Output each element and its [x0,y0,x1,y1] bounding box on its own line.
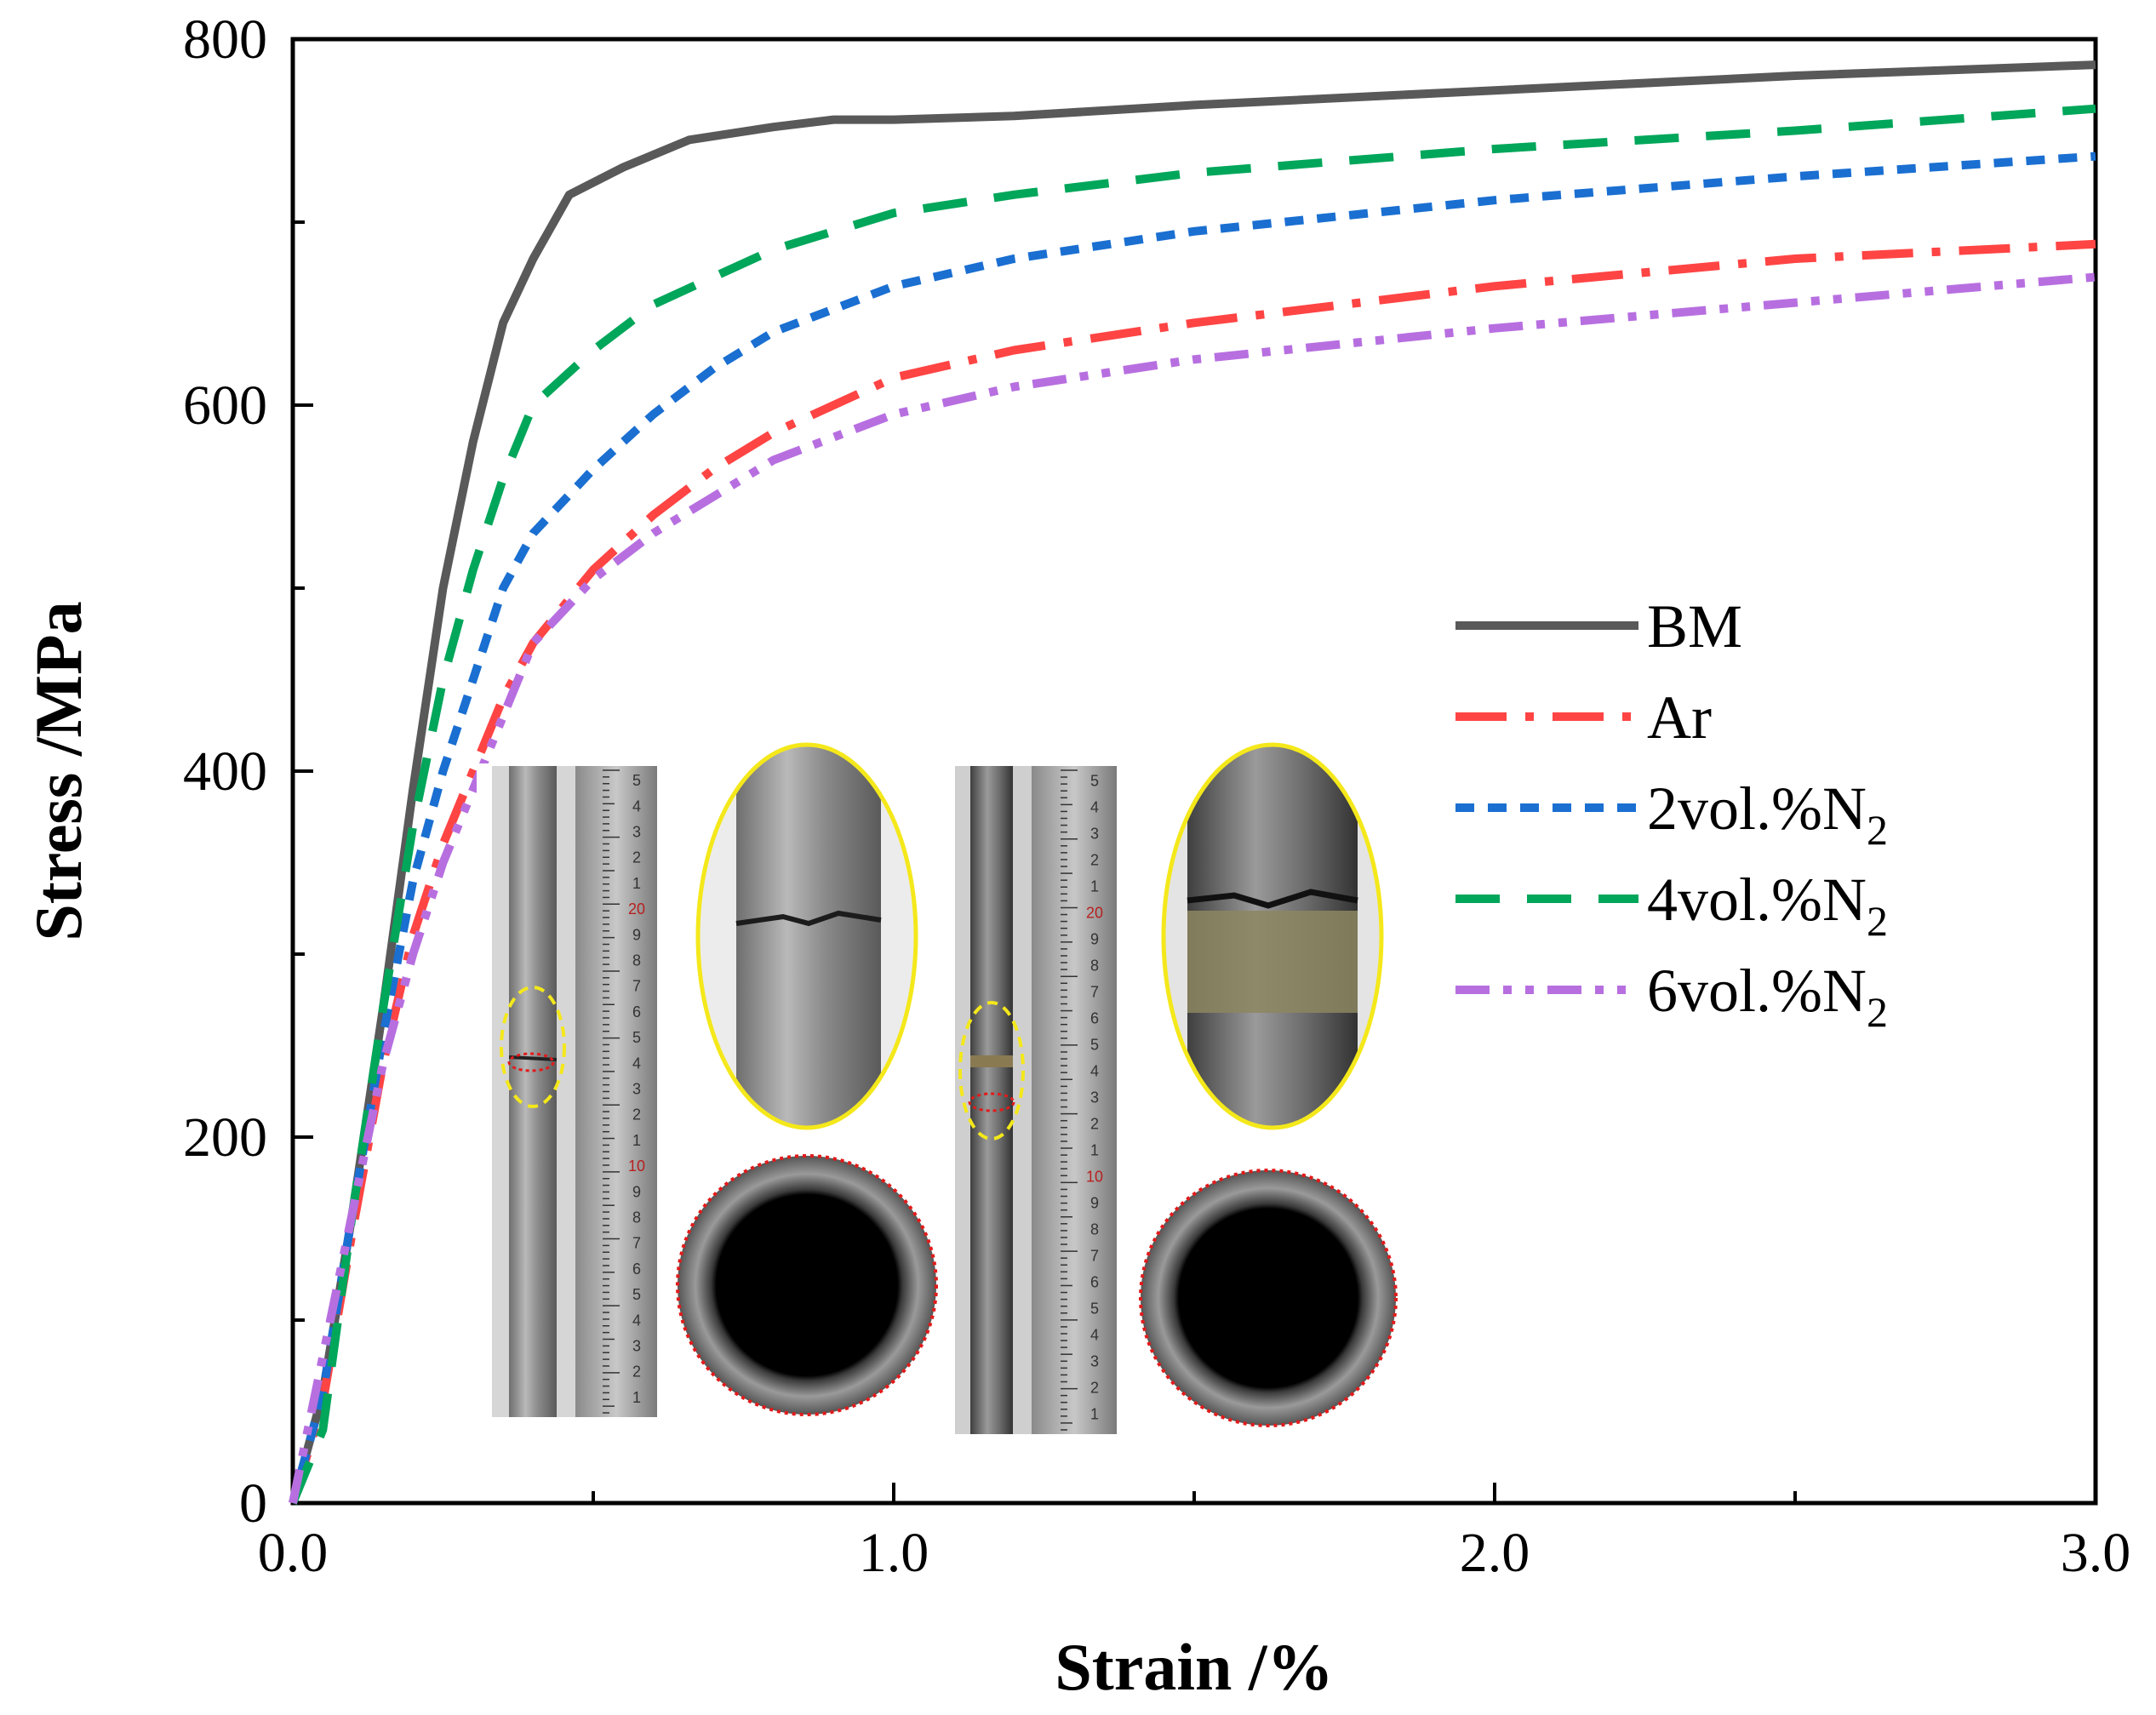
ruler-number: 1 [1090,878,1099,895]
ruler-number: 1 [1090,1406,1099,1423]
y-tick-label: 400 [183,740,267,803]
ruler-number: 6 [1090,1274,1099,1291]
ruler-number: 1 [632,1389,641,1406]
fractured-tube-specimen-1 [492,766,577,1417]
ruler-number: 6 [632,1003,641,1020]
ruler-number: 5 [1090,1037,1099,1054]
y-tick-label: 600 [183,374,267,437]
ruler-number: 3 [632,1338,641,1355]
ruler-number: 9 [1090,931,1099,948]
x-tick-label: 2.0 [1460,1522,1530,1584]
ruler-number: 1 [632,1132,641,1149]
legend-label-2: 2vol.%N2 [1647,775,1888,854]
legend-label-0: BM [1647,592,1742,660]
ruler-number: 20 [628,900,645,918]
series-line-3 [289,104,2096,1505]
ruler-number: 3 [632,824,641,841]
ruler-number: 7 [632,1235,641,1252]
ruler-number: 8 [1090,1221,1099,1238]
ruler-number: 1 [1090,1142,1099,1159]
ruler-number: 5 [1090,773,1099,790]
ruler-number: 6 [632,1261,641,1278]
ruler-number: 2 [1090,1380,1099,1397]
ruler-number: 3 [632,1081,641,1098]
ruler-number: 8 [1090,958,1099,975]
ruler-number: 10 [1086,1169,1103,1186]
series-layer [289,60,2096,1505]
x-tick-label: 3.0 [2061,1522,2131,1584]
x-tick-label: 1.0 [859,1522,929,1584]
ruler-number: 2 [1090,852,1099,869]
ruler-number: 4 [1090,1327,1099,1344]
ruler-number: 3 [1090,1353,1099,1370]
legend-label-1: Ar [1647,683,1712,752]
ruler-number: 7 [632,978,641,995]
legend-label-3: 4vol.%N2 [1647,866,1888,945]
fracture-closeup-2 [1161,742,1384,1130]
fracture-closeup-1 [695,742,918,1130]
ruler-number: 5 [632,1029,641,1046]
ruler-number: 3 [1090,1089,1099,1106]
series-line-1 [289,239,2096,1505]
ruler-number: 5 [632,1286,641,1303]
ruler-number: 10 [628,1158,645,1175]
y-axis-title: Stress /MPa [21,601,95,940]
ruler-number: 2 [632,849,641,866]
ruler-number: 5 [632,772,641,789]
x-axis-title: Strain /% [1055,1630,1333,1704]
ruler-number: 3 [1090,826,1099,843]
inset-photos: 5 4 3 2 1 20 9 8 7 6 5 4 3 2 1 10 9 8 7 6 5 4 3 2 1 5 4 3 2 [477,742,1404,1440]
ruler-number: 1 [632,875,641,892]
axis-ticks [291,37,2097,1505]
x-tick-label: 0.0 [258,1522,329,1584]
ruler-number: 2 [1090,1116,1099,1133]
ruler-number: 8 [632,952,641,969]
ruler-number: 6 [1090,1010,1099,1027]
ruler-number: 4 [632,797,641,815]
tube-cross-section-2 [1139,1169,1398,1427]
ruler-number: 7 [1090,984,1099,1001]
tube-cross-section-1 [676,1154,938,1416]
ruler-1: 5 4 3 2 1 20 9 8 7 6 5 4 3 2 1 10 9 8 7 6 5 4 3 2 1 [575,766,657,1417]
y-tick-label: 200 [183,1106,267,1169]
ruler-number: 4 [632,1055,641,1072]
legend-label-4: 6vol.%N2 [1647,957,1888,1036]
ruler-number: 9 [632,926,641,943]
fractured-tube-specimen-2 [955,766,1032,1434]
ruler-number: 4 [1090,1063,1099,1080]
legend: BM Ar 2vol.%N2 4vol.%N2 6vol.%N2 [1455,592,1888,1036]
ruler-number: 8 [632,1209,641,1226]
ruler-number: 7 [1090,1248,1099,1265]
series-line-2 [289,151,2096,1505]
ruler-number: 2 [632,1106,641,1123]
y-tick-label: 800 [183,9,267,71]
ruler-number: 4 [1090,799,1099,816]
axis-tick-labels: 0.0 1.0 2.0 3.0 0 200 400 600 800 [183,9,2130,1584]
ruler-number: 9 [632,1183,641,1200]
ruler-number: 20 [1086,905,1103,922]
y-tick-label: 0 [239,1472,267,1535]
ruler-number: 4 [632,1312,641,1329]
series-line-4 [289,272,2096,1505]
ruler-number: 5 [1090,1301,1099,1318]
ruler-number: 2 [632,1363,641,1381]
ruler-2: 5 4 3 2 1 20 9 8 7 6 5 4 3 2 1 10 9 8 7 6 5 4 3 2 1 [1032,766,1117,1434]
ruler-number: 9 [1090,1195,1099,1212]
